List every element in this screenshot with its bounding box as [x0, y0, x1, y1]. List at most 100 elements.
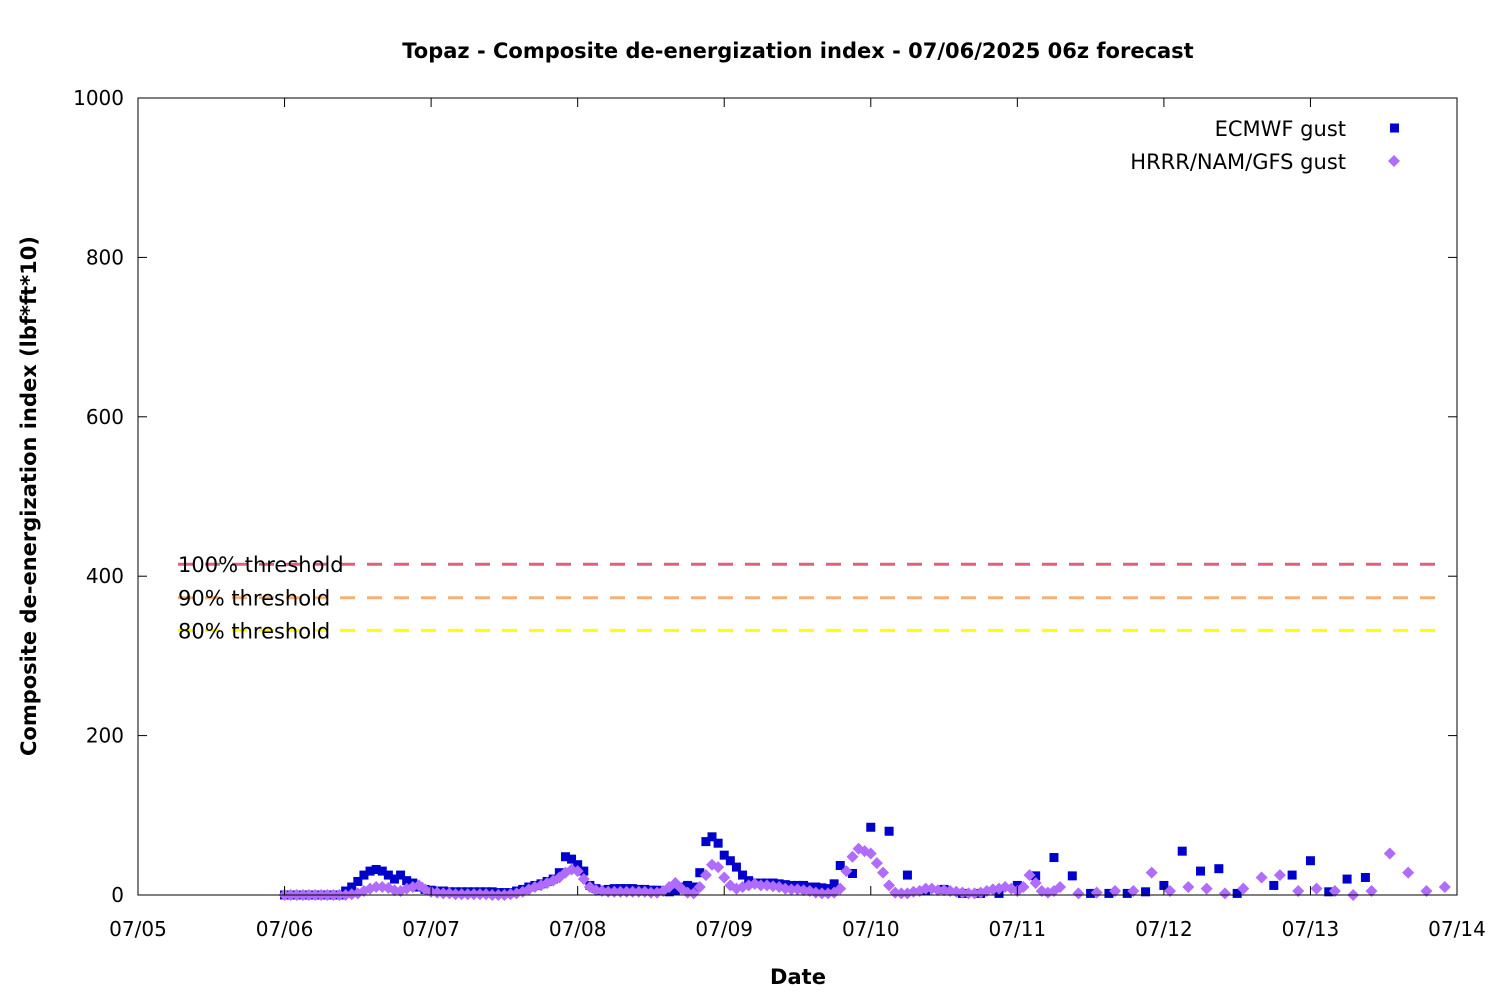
- ecmwf-point: [1342, 874, 1352, 884]
- hrrr-point: [754, 879, 767, 892]
- hrrr-point: [644, 886, 657, 899]
- x-tick-label: 07/14: [1428, 917, 1486, 941]
- ecmwf-point: [689, 882, 699, 892]
- hrrr-point: [693, 881, 706, 894]
- ecmwf-point: [884, 826, 894, 836]
- chart-title: Topaz - Composite de-energization index …: [402, 39, 1193, 63]
- ecmwf-point: [866, 822, 876, 832]
- ecmwf-point: [835, 861, 845, 871]
- hrrr-point: [1017, 881, 1030, 894]
- hrrr-point: [455, 888, 468, 901]
- ecmwf-point: [1287, 870, 1297, 880]
- ecmwf-point: [1104, 888, 1114, 898]
- threshold-label: 100% threshold: [178, 553, 344, 577]
- hrrr-point: [449, 888, 462, 901]
- legend-swatch-square: [1390, 123, 1399, 133]
- hrrr-point: [1072, 887, 1085, 900]
- legend-label: ECMWF gust: [1215, 117, 1346, 141]
- ecmwf-point: [738, 870, 748, 880]
- hrrr-point: [962, 887, 975, 900]
- legend-label: HRRR/NAM/GFS gust: [1130, 150, 1346, 174]
- hrrr-point: [864, 847, 877, 860]
- hrrr-point: [895, 887, 908, 900]
- hrrr-point: [571, 865, 584, 878]
- ecmwf-point: [1177, 846, 1187, 856]
- ecmwf-point: [701, 837, 711, 847]
- hrrr-point: [1109, 885, 1122, 898]
- hrrr-point: [1200, 882, 1213, 895]
- x-tick-label: 07/11: [989, 917, 1047, 941]
- hrrr-point: [1402, 866, 1415, 879]
- ecmwf-point: [1232, 888, 1242, 898]
- threshold-label: 80% threshold: [178, 619, 330, 643]
- y-tick-label: 800: [86, 245, 124, 269]
- hrrr-point: [437, 887, 450, 900]
- ecmwf-point: [371, 864, 381, 874]
- x-tick-label: 07/09: [695, 917, 753, 941]
- hrrr-point: [1090, 886, 1103, 899]
- ecmwf-point: [1214, 864, 1224, 874]
- hrrr-point: [1054, 881, 1067, 894]
- ecmwf-point: [847, 868, 857, 878]
- hrrr-point: [1127, 885, 1140, 898]
- hrrr-point: [815, 887, 828, 900]
- hrrr-point: [919, 882, 932, 895]
- ecmwf-point: [1159, 880, 1169, 890]
- x-tick-label: 07/12: [1135, 917, 1193, 941]
- ecmwf-point: [713, 838, 723, 848]
- hrrr-point: [1145, 866, 1158, 879]
- threshold-layer: 100% threshold 90% threshold 80% threshold: [178, 553, 1442, 643]
- ecmwf-point: [829, 879, 839, 889]
- x-tick-label: 07/13: [1282, 917, 1340, 941]
- ecmwf-point: [1086, 888, 1096, 898]
- ecmwf-point: [1067, 871, 1077, 881]
- hrrr-point: [1292, 885, 1305, 898]
- hrrr-point: [876, 866, 889, 879]
- hrrr-point: [712, 861, 725, 874]
- x-tick-label: 07/05: [109, 917, 167, 941]
- ecmwf-point: [1122, 888, 1132, 898]
- hrrr-point: [1310, 882, 1323, 895]
- hrrr-point: [1420, 885, 1433, 898]
- ecmwf-point: [1141, 887, 1151, 897]
- points-layer: [278, 822, 1451, 901]
- ecmwf-point: [725, 856, 735, 866]
- ecmwf-point: [719, 850, 729, 860]
- ecmwf-point: [396, 870, 406, 880]
- y-axis-label: Composite de-energization index (lbf*ft*…: [17, 236, 41, 756]
- y-tick-label: 200: [86, 724, 124, 748]
- ecmwf-point: [1196, 866, 1206, 876]
- hrrr-point: [1029, 877, 1042, 890]
- ecmwf-point: [359, 870, 369, 880]
- hrrr-point: [1273, 869, 1286, 882]
- ecmwf-point: [353, 876, 363, 886]
- y-tick-label: 600: [86, 405, 124, 429]
- ecmwf-point: [1049, 853, 1059, 863]
- hrrr-point: [1438, 881, 1451, 894]
- hrrr-point: [1023, 869, 1036, 882]
- x-tick-label: 07/10: [842, 917, 900, 941]
- hrrr-point: [846, 850, 859, 863]
- ecmwf-point: [1031, 871, 1041, 881]
- ecmwf-point: [731, 862, 741, 872]
- hrrr-point: [883, 879, 896, 892]
- ecmwf-point: [707, 832, 717, 842]
- y-tick-label: 1000: [73, 86, 124, 110]
- legend: ECMWF gust HRRR/NAM/GFS gust: [1130, 117, 1400, 174]
- hrrr-point: [1218, 887, 1231, 900]
- ecmwf-point: [579, 866, 589, 876]
- ecmwf-point: [1324, 887, 1334, 897]
- hrrr-point: [1237, 882, 1250, 895]
- y-tick-label: 400: [86, 564, 124, 588]
- hrrr-point: [1328, 885, 1341, 898]
- hrrr-point: [1255, 871, 1268, 884]
- hrrr-point: [840, 865, 853, 878]
- hrrr-point: [699, 869, 712, 882]
- ecmwf-point: [560, 852, 570, 862]
- hrrr-point: [370, 881, 383, 894]
- ecmwf-point: [573, 860, 583, 870]
- threshold-label: 90% threshold: [178, 587, 330, 611]
- hrrr-point: [1163, 885, 1176, 898]
- hrrr-point: [473, 888, 486, 901]
